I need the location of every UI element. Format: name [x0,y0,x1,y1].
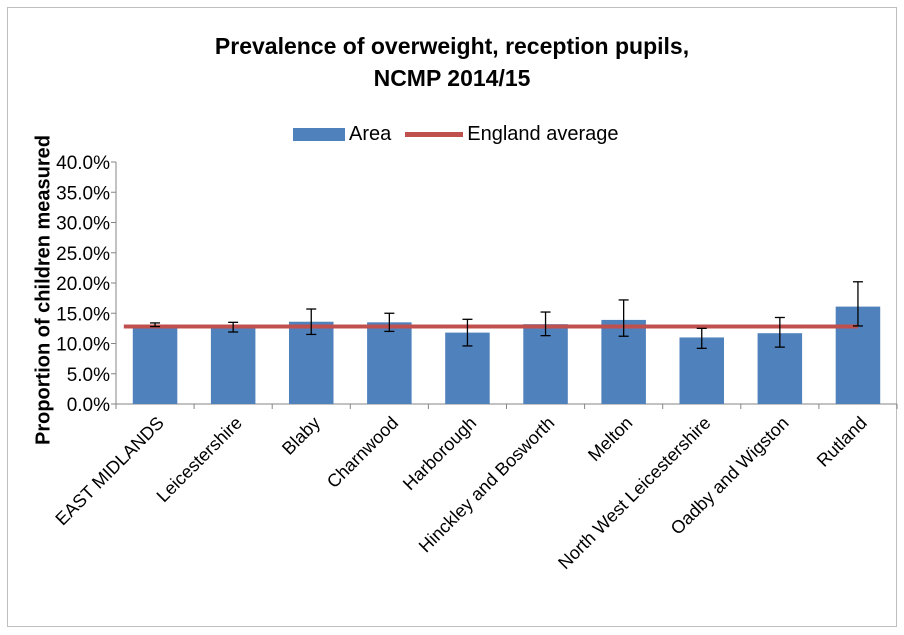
x-tick-label: Charnwood [323,413,402,492]
legend-item-area: Area [293,123,391,146]
legend-swatch-england-average [405,131,464,137]
chart-frame [7,7,897,627]
x-tick-label: EAST MIDLANDS [51,413,167,529]
y-tick-label: 30.0% [56,214,110,235]
bar [210,327,256,404]
y-tick-label: 15.0% [56,304,110,325]
y-tick-label: 0.0% [67,395,110,416]
y-tick-label: 10.0% [56,335,110,356]
y-tick-label: 25.0% [56,244,110,265]
bar [132,324,178,404]
x-tick-label: Harborough [399,413,480,494]
bar [523,324,568,404]
chart-title-line-2: NCMP 2014/15 [373,65,531,91]
chart-legend: Area England average [293,122,618,146]
x-tick-label: Hinckley and Bosworth [415,413,559,557]
bar [367,322,412,404]
y-tick-label: 40.0% [56,153,110,174]
y-tick-label: 5.0% [67,365,110,386]
y-tick-label: 35.0% [56,183,110,204]
bar [288,321,334,404]
legend-label-england-average: England average [467,122,619,145]
legend-swatch-area [293,127,345,141]
legend-label-area: Area [349,122,392,145]
y-tick-label: 20.0% [56,274,110,295]
chart-title: Prevalence of overweight, reception pupi… [0,30,904,94]
legend-item-england-average: England average [391,123,618,146]
x-tick-label: Rutland [813,413,871,471]
x-tick-label: Blaby [278,413,324,459]
chart-title-line-1: Prevalence of overweight, reception pupi… [214,33,690,59]
x-tick-label: North West Leicestershire [554,413,714,573]
x-tick-label: Melton [584,413,636,465]
